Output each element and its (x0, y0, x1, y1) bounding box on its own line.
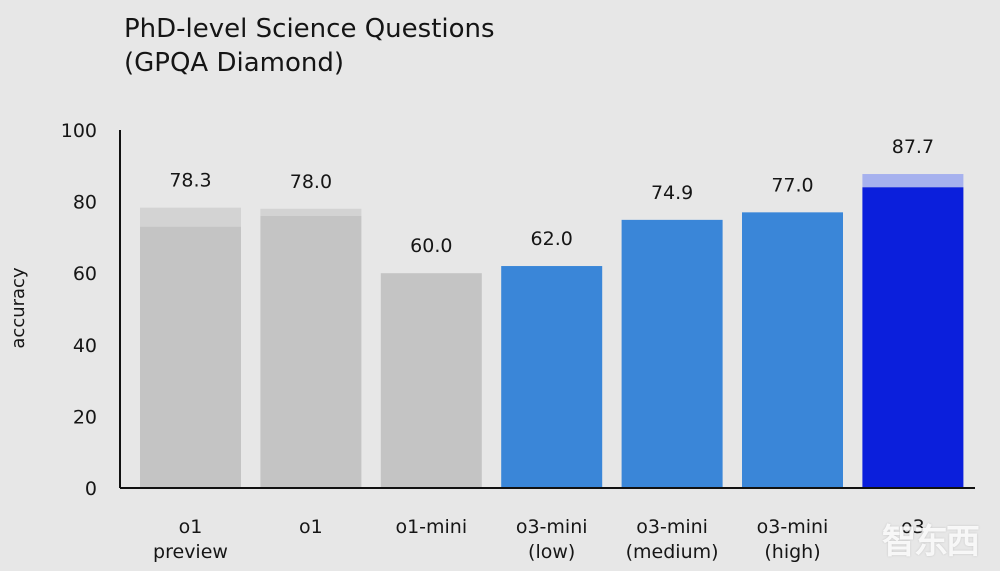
category-label: preview (153, 541, 228, 563)
bar (621, 219, 723, 488)
bar-top-segment (862, 174, 964, 188)
y-axis-label: accuracy (8, 267, 29, 349)
category-label: o1 (179, 516, 203, 538)
category-label: (low) (528, 541, 575, 563)
y-tick-label: 100 (61, 120, 97, 142)
y-tick-label: 40 (73, 335, 97, 357)
bar (862, 187, 964, 488)
bar-value-label: 78.0 (290, 171, 332, 193)
bar (742, 212, 843, 488)
chart-subtitle: (GPQA Diamond) (124, 48, 345, 78)
bar-value-label: 62.0 (531, 228, 573, 250)
y-tick-label: 20 (73, 406, 97, 428)
y-tick-label: 0 (85, 478, 97, 500)
category-label: (medium) (626, 541, 719, 563)
category-label: o3-mini (636, 516, 708, 538)
bar (140, 226, 241, 488)
category-label: o3-mini (757, 516, 829, 538)
bar-top-segment (140, 207, 241, 227)
y-tick-label: 60 (73, 263, 97, 285)
bar (380, 273, 482, 488)
bar (501, 266, 603, 488)
bar (260, 215, 362, 489)
bar-value-label: 77.0 (771, 174, 813, 196)
bar-top-segment (260, 208, 362, 216)
bar-value-label: 74.9 (651, 182, 693, 204)
chart-title: PhD-level Science Questions (GPQA Diamon… (124, 12, 495, 80)
bar-value-label: 60.0 (410, 235, 452, 257)
chart-title-line: PhD-level Science Questions (124, 14, 495, 44)
watermark-logo: 智东西 (882, 522, 980, 562)
bar-value-label: 87.7 (892, 136, 934, 158)
category-label: o1-mini (395, 516, 467, 538)
category-label: o3-mini (516, 516, 588, 538)
bar-value-label: 78.3 (169, 170, 211, 192)
category-label: o1 (299, 516, 323, 538)
category-label: (high) (764, 541, 820, 563)
y-tick-label: 80 (73, 192, 97, 214)
category-label: o3 (901, 516, 925, 538)
